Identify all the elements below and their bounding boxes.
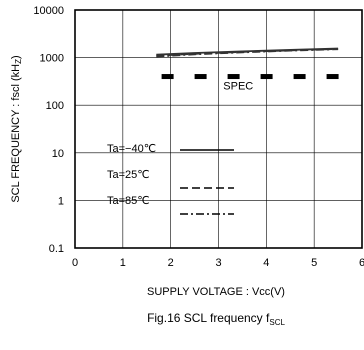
- x-tick-label: 1: [120, 257, 126, 269]
- spec-label: SPEC: [223, 81, 253, 93]
- y-tick-label: 0.1: [49, 243, 64, 255]
- legend-label: Ta=25℃: [107, 169, 150, 181]
- spec-dash: [194, 74, 207, 80]
- spec-dash: [326, 74, 339, 80]
- spec-dash: [293, 74, 306, 80]
- y-tick-label: 10: [52, 148, 64, 160]
- series-layer: SPEC: [156, 47, 339, 93]
- x-tick-label: 2: [168, 257, 174, 269]
- y-tick-labels: 0.1 1 10 100 1000 10000: [33, 5, 64, 255]
- figure-caption: Fig.16 SCL frequency fSCL: [147, 311, 285, 327]
- x-tick-label: 6: [359, 257, 364, 269]
- x-tick-label: 3: [215, 257, 221, 269]
- y-tick-label: 10000: [33, 5, 64, 17]
- y-axis-title: SCL FREQUENCY : fscl (kHZ): [10, 55, 23, 202]
- x-tick-label: 5: [311, 257, 317, 269]
- x-tick-label: 4: [263, 257, 269, 269]
- plot-frame: [74, 9, 363, 249]
- x-axis-title: SUPPLY VOLTAGE : Vcc(V): [147, 286, 285, 298]
- y-tick-label: 1000: [40, 53, 64, 65]
- grid-layer: [75, 10, 362, 248]
- y-tick-label: 1: [58, 195, 64, 207]
- spec-dash: [260, 74, 273, 80]
- spec-dash: [161, 74, 174, 80]
- y-tick-label: 100: [46, 100, 64, 112]
- legend-label: Ta=−40℃: [107, 143, 156, 155]
- legend-layer: Ta=−40℃ Ta=25℃ Ta=85℃: [107, 143, 234, 215]
- series-line: [156, 48, 339, 58]
- legend-label: Ta=85℃: [107, 195, 150, 207]
- spec-dash: [227, 74, 240, 80]
- x-tick-label: 0: [72, 257, 78, 269]
- x-tick-labels: 0 1 2 3 4 5 6: [72, 257, 364, 269]
